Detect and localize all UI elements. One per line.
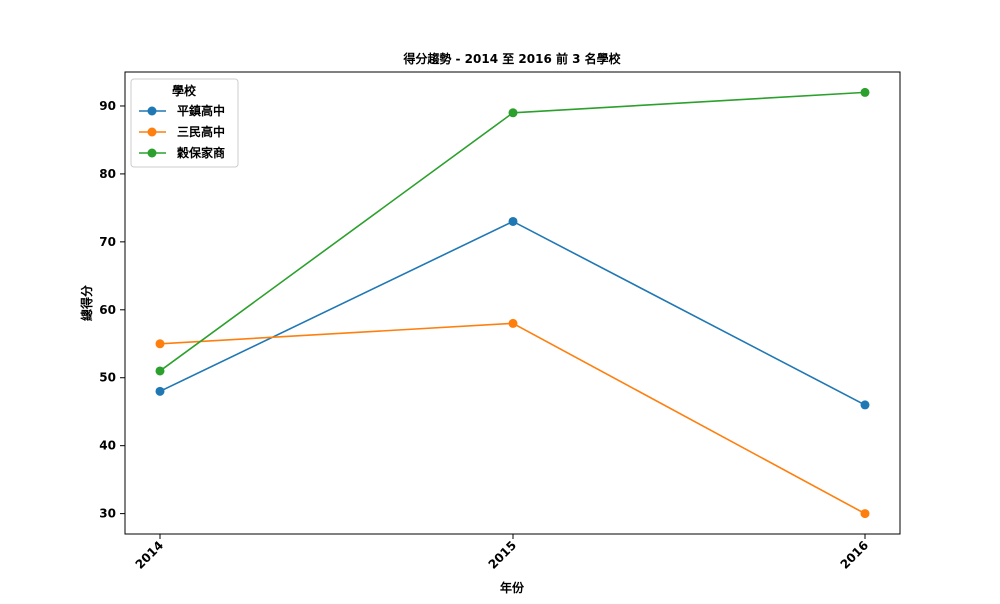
y-axis: 30 40 50 60 70 80 90 — [99, 99, 125, 521]
legend-label: 平鎮高中 — [177, 103, 225, 118]
legend-marker — [147, 127, 157, 137]
x-tick-label: 2014 — [133, 538, 167, 572]
y-tick-label: 40 — [99, 439, 116, 453]
series-layer — [155, 87, 870, 519]
data-point — [155, 366, 165, 376]
plot-area — [124, 71, 901, 535]
chart-title: 得分趨勢 - 2014 至 2016 前 3 名學校 — [402, 51, 621, 66]
y-tick-label: 70 — [99, 235, 116, 249]
data-point — [508, 318, 518, 328]
legend-marker — [147, 148, 157, 158]
data-point — [860, 87, 870, 97]
legend-box — [130, 78, 239, 168]
data-point — [860, 400, 870, 410]
data-point — [155, 386, 165, 396]
y-tick-label: 60 — [99, 303, 116, 317]
x-axis: 2014 2015 2016 — [133, 534, 872, 572]
series-2 — [155, 318, 870, 519]
series-1 — [155, 216, 870, 410]
legend-title: 學校 — [172, 83, 197, 98]
y-tick-label: 30 — [99, 507, 116, 521]
y-axis-label: 總得分 — [79, 285, 94, 321]
data-point — [508, 216, 518, 226]
legend-marker — [147, 106, 157, 116]
data-point — [155, 339, 165, 349]
y-tick-label: 90 — [99, 99, 116, 113]
legend-label: 穀保家商 — [177, 145, 225, 160]
y-tick-label: 80 — [99, 167, 116, 181]
x-tick-label: 2016 — [838, 538, 872, 572]
x-axis-label: 年份 — [500, 580, 525, 595]
x-tick-label: 2015 — [486, 538, 520, 572]
y-tick-label: 50 — [99, 371, 116, 385]
data-point — [860, 509, 870, 519]
series-3 — [155, 87, 870, 376]
data-point — [508, 108, 518, 118]
legend-label: 三民高中 — [177, 124, 225, 139]
